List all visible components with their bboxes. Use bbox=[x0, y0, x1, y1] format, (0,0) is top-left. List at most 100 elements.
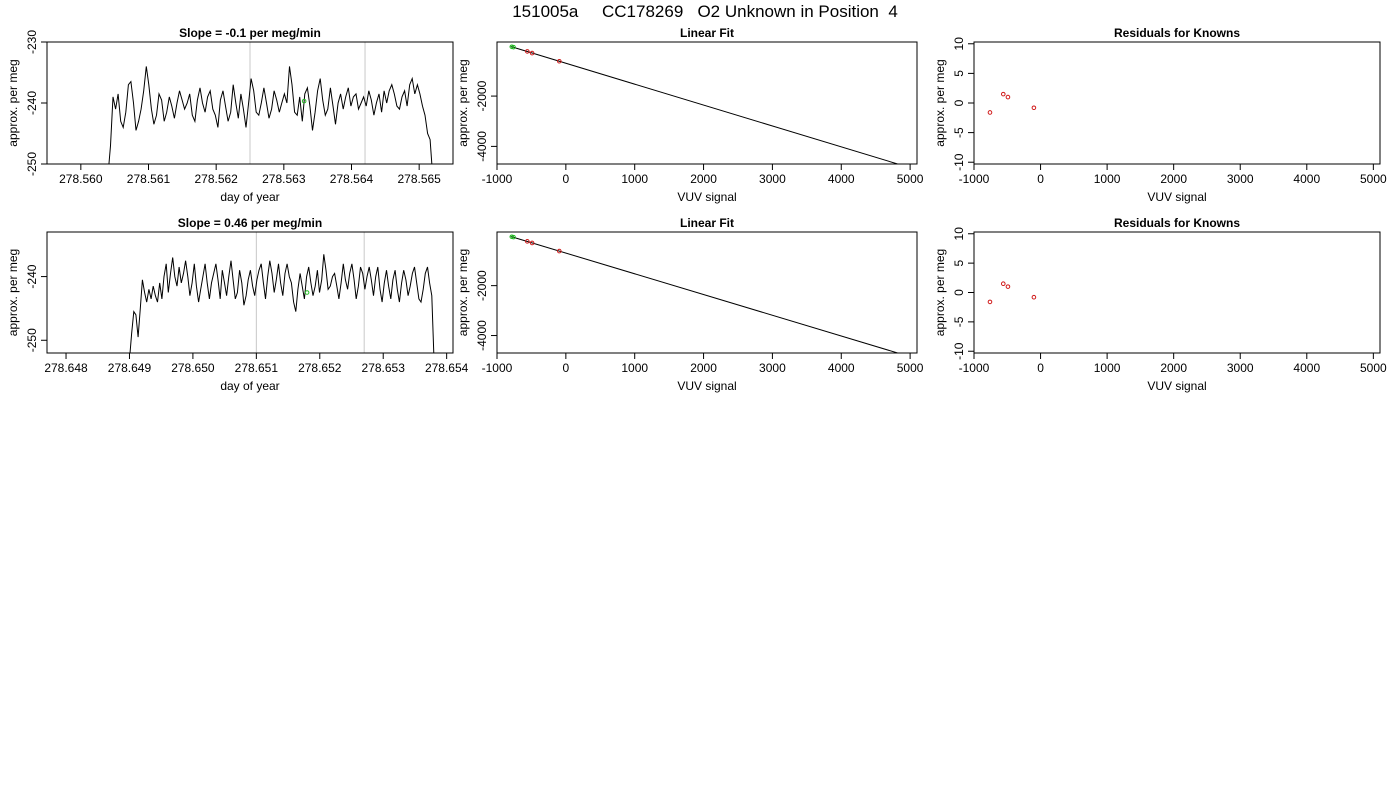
panel-3: -1000 0 1000 2000 3000 4000 5000 -10 -5 0 5 10 Resid… bbox=[933, 26, 1387, 204]
y-tick-label: -4000 bbox=[475, 320, 489, 351]
y-tick-label: -10 bbox=[952, 342, 966, 360]
y-axis-label: approx. per meg bbox=[933, 59, 947, 146]
x-axis-label: VUV signal bbox=[1147, 379, 1206, 393]
x-tick-label: 278.562 bbox=[194, 172, 238, 186]
y-axis-label: approx. per meg bbox=[933, 249, 947, 336]
plot-area bbox=[987, 91, 1037, 115]
x-tick-label: -1000 bbox=[482, 172, 513, 186]
x-axis-label: day of year bbox=[220, 379, 279, 393]
plot-frame bbox=[496, 231, 918, 354]
x-tick-label: 1000 bbox=[621, 361, 648, 375]
x-tick-label: 278.648 bbox=[44, 361, 88, 375]
x-tick-label: 3000 bbox=[759, 172, 786, 186]
y-tick-label: -4000 bbox=[475, 131, 489, 162]
x-tick-label: 4000 bbox=[828, 361, 855, 375]
x-tick-label: 5000 bbox=[1360, 361, 1387, 375]
y-tick-label: -250 bbox=[25, 152, 39, 176]
x-tick-label: -1000 bbox=[482, 361, 513, 375]
data-point bbox=[1000, 91, 1006, 97]
y-tick-label: 0 bbox=[952, 99, 966, 106]
y-tick-label: -5 bbox=[952, 127, 966, 138]
y-axis-label: approx. per meg bbox=[6, 249, 20, 336]
series-line bbox=[129, 254, 435, 353]
y-tick-label: 0 bbox=[952, 289, 966, 296]
y-tick-label: -2000 bbox=[475, 80, 489, 111]
x-tick-label: 4000 bbox=[1293, 172, 1320, 186]
panel-2: -1000 0 1000 2000 3000 4000 5000 -4000 -2000 Line… bbox=[456, 26, 924, 204]
x-tick-label: 3000 bbox=[1227, 361, 1254, 375]
y-tick-label: 5 bbox=[952, 259, 966, 266]
plot-frame bbox=[496, 41, 918, 165]
panel-1: 278.560 278.561 278.562 278.563 278.564 278.5… bbox=[6, 26, 454, 204]
y-tick-label: 5 bbox=[952, 70, 966, 77]
x-tick-label: 1000 bbox=[1094, 361, 1121, 375]
x-tick-label: 278.560 bbox=[59, 172, 103, 186]
y-tick-label: -240 bbox=[25, 91, 39, 115]
plot-frame bbox=[973, 41, 1381, 165]
plot-frame bbox=[46, 231, 454, 354]
panel-4: 278.648 278.649 278.650 278.651 278.652 278.6… bbox=[6, 216, 469, 393]
x-axis-label: VUV signal bbox=[1147, 190, 1206, 204]
y-tick-label: -10 bbox=[952, 153, 966, 171]
data-point bbox=[557, 248, 562, 254]
x-tick-label: 5000 bbox=[897, 172, 924, 186]
x-tick-label: 0 bbox=[563, 172, 570, 186]
x-tick-label: 5000 bbox=[1360, 172, 1387, 186]
x-tick-label: 278.649 bbox=[108, 361, 152, 375]
highlight-point bbox=[304, 290, 310, 295]
x-tick-label: 0 bbox=[1037, 361, 1044, 375]
y-tick-label: 10 bbox=[952, 227, 966, 241]
plot-area bbox=[108, 42, 433, 164]
x-tick-label: 278.565 bbox=[397, 172, 441, 186]
data-point bbox=[1005, 94, 1011, 100]
chart-title: Slope = -0.1 per meg/min bbox=[179, 26, 321, 40]
x-axis-label: VUV signal bbox=[677, 190, 736, 204]
y-tick-label: 10 bbox=[952, 37, 966, 51]
x-tick-label: 0 bbox=[563, 361, 570, 375]
x-tick-label: 278.654 bbox=[425, 361, 469, 375]
y-axis-label: approx. per meg bbox=[456, 249, 470, 336]
x-tick-label: 4000 bbox=[828, 172, 855, 186]
x-tick-label: 278.564 bbox=[330, 172, 374, 186]
x-tick-label: 2000 bbox=[1160, 361, 1187, 375]
y-axis-label: approx. per meg bbox=[456, 59, 470, 146]
data-point bbox=[1031, 105, 1037, 111]
data-point bbox=[529, 50, 535, 56]
chart-title: Linear Fit bbox=[680, 216, 734, 230]
fit-line bbox=[510, 236, 900, 353]
x-tick-label: 0 bbox=[1037, 172, 1044, 186]
x-tick-label: -1000 bbox=[959, 361, 990, 375]
highlight-point bbox=[301, 98, 307, 104]
data-point bbox=[1000, 281, 1006, 286]
x-tick-label: 2000 bbox=[690, 172, 717, 186]
chart-title: Linear Fit bbox=[680, 26, 734, 40]
y-tick-label: -5 bbox=[952, 316, 966, 327]
plot-area bbox=[509, 44, 900, 164]
panel-5: -1000 0 1000 2000 3000 4000 5000 -4000 -2000 Line… bbox=[456, 216, 924, 393]
x-tick-label: 278.561 bbox=[127, 172, 171, 186]
y-axis-label: approx. per meg bbox=[6, 59, 20, 146]
plot-area bbox=[987, 281, 1037, 305]
y-tick-label: -240 bbox=[25, 264, 39, 288]
data-point bbox=[524, 239, 530, 244]
data-point bbox=[524, 49, 530, 54]
plot-frame bbox=[973, 231, 1381, 354]
x-axis-label: VUV signal bbox=[677, 379, 736, 393]
x-tick-label: 2000 bbox=[1160, 172, 1187, 186]
data-point bbox=[557, 58, 562, 64]
data-point bbox=[1031, 294, 1037, 300]
x-tick-label: -1000 bbox=[959, 172, 990, 186]
chart-title: Residuals for Knowns bbox=[1114, 216, 1240, 230]
x-axis-label: day of year bbox=[220, 190, 279, 204]
chart-title: Residuals for Knowns bbox=[1114, 26, 1240, 40]
x-tick-label: 1000 bbox=[1094, 172, 1121, 186]
chart-title: Slope = 0.46 per meg/min bbox=[178, 216, 322, 230]
x-tick-label: 5000 bbox=[897, 361, 924, 375]
x-tick-label: 3000 bbox=[1227, 172, 1254, 186]
x-tick-label: 278.650 bbox=[171, 361, 215, 375]
y-tick-label: -250 bbox=[25, 328, 39, 352]
data-point bbox=[1005, 284, 1011, 289]
panel-6: -1000 0 1000 2000 3000 4000 5000 -10 -5 0 5 10 Resid… bbox=[933, 216, 1387, 393]
data-point bbox=[987, 299, 993, 305]
